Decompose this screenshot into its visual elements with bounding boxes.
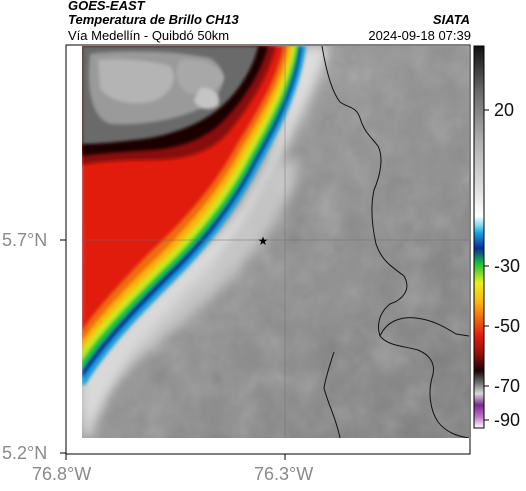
colorbar-tick-minus90: -90: [494, 410, 521, 430]
colorbar-tick-minus50: -50: [494, 316, 521, 336]
product-title: Temperatura de Brillo CH13: [68, 12, 239, 27]
brightness-temperature-field: [82, 46, 469, 438]
department-border-south: [323, 351, 341, 438]
datetime-label: 2024-09-18 07:39: [368, 28, 471, 43]
lat-label-bottom: 5.2°N: [2, 443, 48, 463]
lon-label-right: 76.3°W: [254, 464, 314, 484]
colorbar-scale: [473, 45, 485, 429]
colorbar-tick-minus30: -30: [494, 256, 521, 276]
lat-label-top: 5.7°N: [2, 230, 48, 250]
department-border: [321, 46, 469, 438]
department-border-branch: [379, 317, 469, 337]
satellite-title: GOES-EAST: [68, 0, 145, 13]
lon-label-left: 76.8°W: [32, 464, 92, 484]
colorbar-tick-20: 20: [494, 100, 515, 120]
route-subtitle: Vía Medellín - Quibdó 50km: [68, 28, 230, 43]
star-icon: ★: [258, 234, 269, 248]
agency-label: SIATA: [432, 12, 470, 27]
colorbar-tick-minus70: -70: [494, 376, 521, 396]
